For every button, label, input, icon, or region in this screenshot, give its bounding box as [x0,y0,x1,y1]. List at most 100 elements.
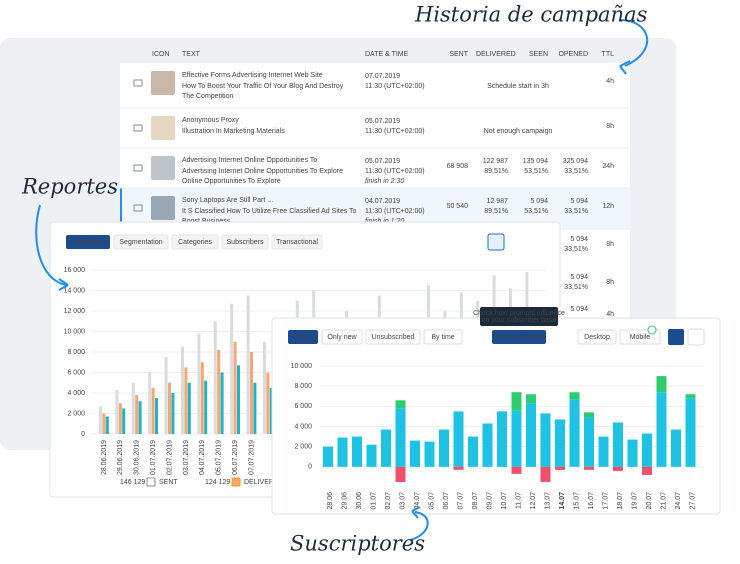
tab-label: Categories [178,239,212,246]
chart-type-button[interactable] [687,328,705,346]
seen: 5 094 [530,198,548,205]
bar-segment [439,429,449,467]
x-tick-label: 17.07 [602,492,609,510]
bar [197,333,201,434]
filter-button[interactable] [365,329,421,345]
tooltip-text: on your subscriber base [482,317,557,324]
tab[interactable] [66,235,110,249]
tab[interactable] [221,234,269,250]
row-icon [133,79,143,87]
y-tick-label: 4 000 [67,390,85,397]
device-button[interactable] [577,329,617,345]
bar [118,403,122,434]
filter-label: By time [431,334,454,341]
x-tick-label: 13.07 [544,492,551,510]
filter-label: Unsubscribed [372,334,415,341]
bar [217,349,221,434]
tab-label: Subscribers [227,239,264,246]
badge [647,325,657,335]
y-tick-label: 8 000 [294,383,312,390]
bar-segment [410,440,420,467]
seen: 135 094 [523,158,548,165]
tab-label: Campaigns [70,239,106,246]
column-header: DATE & TIME [365,51,409,58]
x-tick-label: 04.07 [414,492,421,510]
opened: 5 094 [570,198,588,205]
y-tick-label: 6 000 [294,403,312,410]
bar-segment [497,411,507,467]
legend-checkbox[interactable] [146,477,156,487]
row-marker [120,188,122,230]
bar [181,346,184,434]
bar [213,321,217,434]
x-tick-label: 24.07 [675,492,682,510]
bar [102,413,106,434]
prompt-button[interactable] [492,330,546,344]
bar-segment [584,417,594,467]
thumbnail [151,116,175,140]
bar-segment [613,466,623,471]
x-tick-label: 03.07 [399,492,406,510]
delivered-pct: 89,51% [484,168,508,175]
ttl: 8h [606,241,614,248]
x-tick-label: 10.07 [501,492,508,510]
bar-segment [352,436,362,467]
bar-segment [366,444,377,467]
bar-segment [482,423,493,467]
bar-segment [656,392,667,467]
subscribers-card: Total Only new Unsubscribed By time Check ho… [271,307,721,515]
device-label: Desktop [584,334,610,341]
chart-type-button[interactable] [508,234,524,250]
tab[interactable] [113,234,169,250]
row-time: 11:30 (UTC+02:00) [365,128,425,135]
filter-button[interactable] [423,329,463,345]
chart-type-button[interactable] [668,329,684,345]
x-tick-label: 28.06.2019 [101,440,108,475]
bar [164,357,168,434]
filter-button[interactable] [321,329,363,345]
y-tick-label: 2 000 [67,410,85,417]
x-tick-label: 09.07 [486,492,493,510]
row-status: Not enough campaign [484,128,553,135]
bar [99,406,102,434]
seen-pct: 53,51% [524,208,548,215]
x-tick-label: 30.06 [356,492,363,510]
bar-segment [424,441,435,467]
bar-segment [337,437,348,467]
opened-pct: 33,51% [564,284,588,291]
x-tick-label: 27.07 [689,492,696,510]
opened: 5 094 [570,274,588,281]
opened: 5 094 [570,236,588,243]
bar-segment [468,436,478,467]
filter-button[interactable] [288,330,318,344]
tab[interactable] [171,234,219,250]
bar-segment [584,412,594,418]
bar [138,401,142,434]
row-note: finish in 1:20 [365,218,404,225]
bar [148,372,152,434]
row-icon [133,204,143,212]
bar-segment [627,439,638,467]
tab[interactable] [271,234,323,250]
bar-segment [323,446,333,467]
bar-segment [569,399,580,467]
x-tick-label: 11.07 [515,492,522,509]
bar [151,387,155,434]
chart-type-button[interactable] [528,234,544,250]
legend-checkbox[interactable] [231,477,241,487]
bar [115,389,119,434]
arrow-head [411,506,421,519]
thumbnail [151,71,175,95]
bar [200,362,204,434]
x-tick-label: 18.07 [617,492,624,510]
bar [220,372,224,434]
annotation: Reportes [21,175,118,199]
bar-segment [395,466,406,482]
seen-pct: 53,51% [524,168,548,175]
chart-type-button[interactable] [487,233,505,251]
x-tick-label: 06.07.2019 [232,440,239,475]
row-note: finish in 2:30 [365,178,404,185]
bar-segment [555,466,565,470]
x-tick-label: 15.07 [573,492,580,510]
